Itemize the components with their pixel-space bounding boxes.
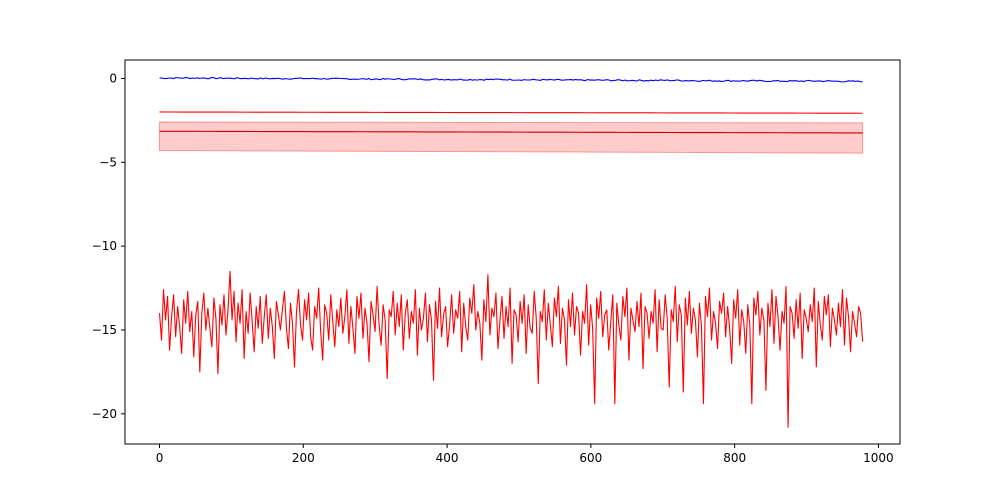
y-axis: 0 −5 −10 −15 −20: [92, 71, 125, 421]
confidence-band-0: [159, 121, 864, 154]
x-tick-label: 600: [579, 451, 602, 465]
series-line-3: [158, 270, 864, 428]
y-tick-label: −20: [92, 407, 117, 421]
x-tick-label: 1000: [863, 451, 894, 465]
x-tick-label: 200: [292, 451, 315, 465]
series-line-0: [159, 76, 863, 83]
series-line-1: [159, 111, 863, 114]
y-tick-label: −15: [92, 323, 117, 337]
y-tick-label: −10: [92, 239, 117, 253]
x-tick-label: 0: [156, 451, 164, 465]
series-line-2: [159, 130, 863, 134]
x-axis: 0 200 400 600 800 1000: [156, 444, 894, 465]
y-tick-label: −5: [99, 155, 117, 169]
y-tick-label: 0: [109, 71, 117, 85]
x-tick-label: 400: [436, 451, 459, 465]
bands-layer: [159, 121, 864, 154]
x-tick-label: 800: [723, 451, 746, 465]
plot-frame: [124, 59, 901, 445]
series-layer: [158, 76, 864, 428]
